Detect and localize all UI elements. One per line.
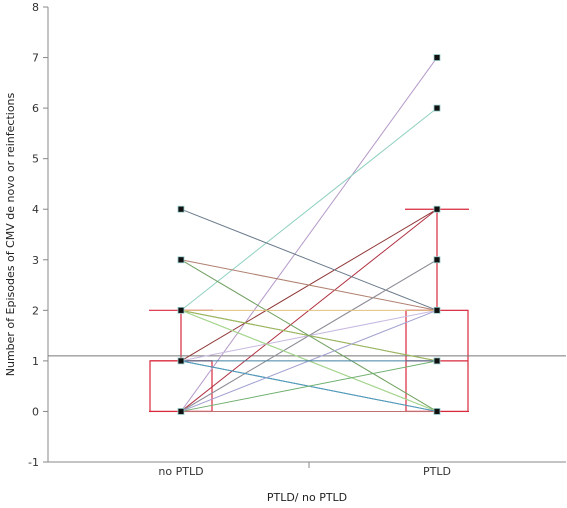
x-axis-title: PTLD/ no PTLD <box>267 491 347 504</box>
pair-line <box>180 259 438 412</box>
box-iqr <box>149 360 213 413</box>
y-axis: -1 0 1 2 3 4 5 6 7 8 <box>28 1 48 469</box>
x-axis: no PTLD PTLD <box>158 462 451 478</box>
y-tick-label: 2 <box>32 304 39 317</box>
data-point <box>433 104 441 112</box>
data-point <box>433 205 441 213</box>
pair-line <box>180 208 438 311</box>
pair-line <box>180 259 438 311</box>
y-tick-label: 1 <box>32 355 39 368</box>
data-point <box>177 256 185 264</box>
data-points <box>177 54 441 415</box>
data-point <box>177 408 185 415</box>
pair-line <box>180 57 438 412</box>
data-point <box>177 205 185 213</box>
data-point <box>433 357 441 365</box>
data-point <box>433 408 441 415</box>
data-point <box>433 54 441 61</box>
data-point <box>177 357 185 365</box>
y-tick-label: 7 <box>32 52 39 65</box>
x-tick-label: no PTLD <box>158 465 203 478</box>
paired-lines <box>180 57 438 412</box>
data-point <box>433 256 441 264</box>
data-point <box>177 306 185 314</box>
y-tick-label: -1 <box>28 456 39 469</box>
data-point <box>433 306 441 314</box>
y-tick-label: 4 <box>32 203 39 216</box>
plot-frame <box>47 7 566 463</box>
x-tick-label: PTLD <box>423 465 451 478</box>
y-axis-title: Number of Episodes of CMV de novo or rei… <box>4 92 17 376</box>
y-tick-label: 6 <box>32 102 39 115</box>
y-tick-label: 3 <box>32 254 39 267</box>
y-tick-label: 5 <box>32 153 39 166</box>
y-tick-label: 8 <box>32 1 39 14</box>
pair-line <box>180 360 438 412</box>
y-tick-label: 0 <box>32 405 39 418</box>
pair-line <box>180 107 438 311</box>
